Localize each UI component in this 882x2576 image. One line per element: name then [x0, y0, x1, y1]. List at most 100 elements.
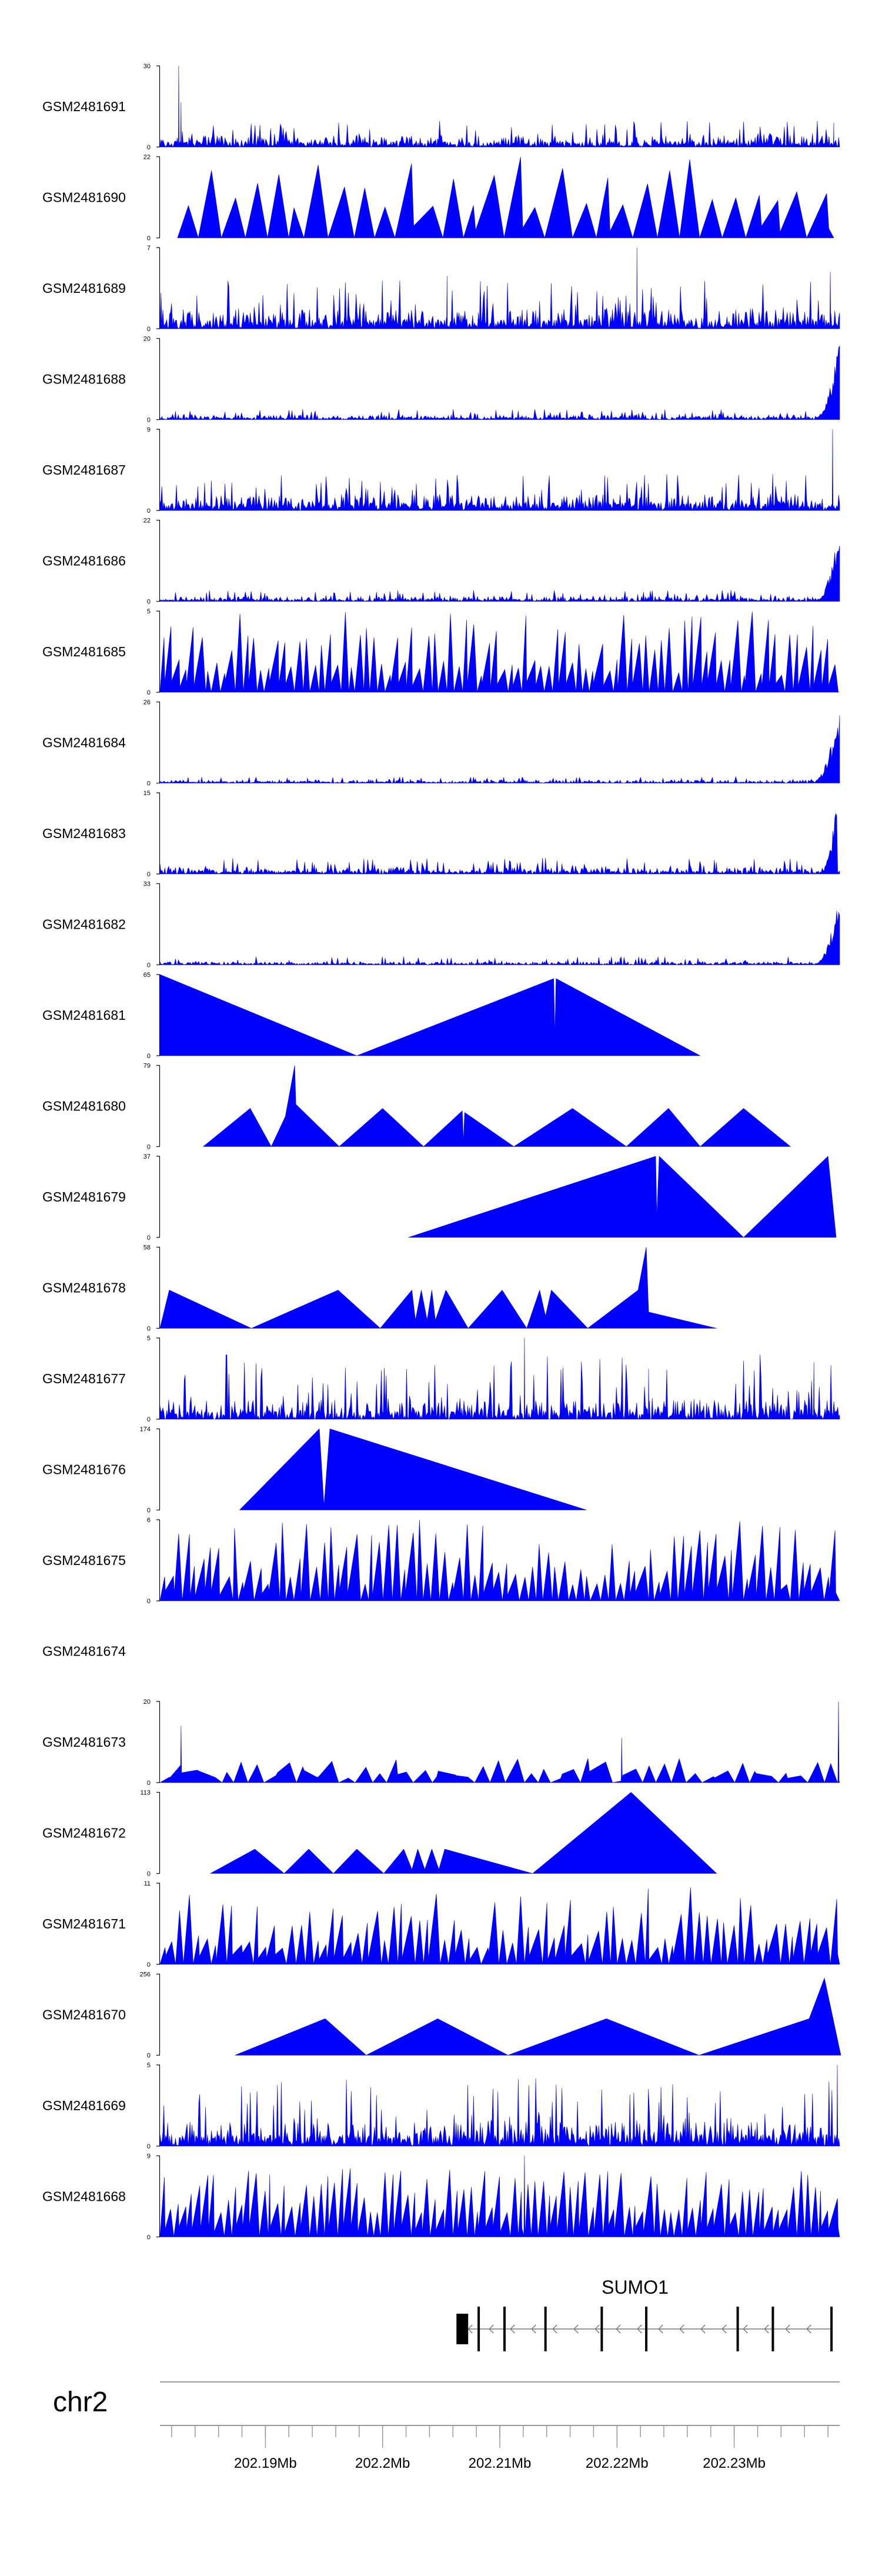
coverage-area [159, 611, 840, 693]
track-GSM2481676: GSM2481676 174 0 [42, 1426, 587, 1514]
track-label: GSM2481668 [42, 2189, 126, 2204]
track-label: GSM2481682 [42, 917, 126, 932]
y-min-label: 0 [147, 1961, 151, 1968]
y-max-label: 20 [143, 1699, 151, 1706]
gene-name-label: SUMO1 [602, 2277, 669, 2298]
y-max-label: 11 [144, 1880, 151, 1887]
track-label: GSM2481673 [42, 1734, 126, 1750]
track-label: GSM2481687 [42, 462, 126, 478]
track-label: GSM2481689 [42, 281, 126, 296]
exon [544, 2307, 547, 2351]
track-GSM2481689: GSM2481689 7 0 [42, 245, 840, 333]
track-GSM2481681: GSM2481681 65 0 [42, 972, 700, 1060]
track-GSM2481675: GSM2481675 6 0 [42, 1517, 840, 1605]
coverage-area [159, 2064, 840, 2147]
exon [645, 2307, 648, 2351]
y-max-label: 65 [143, 972, 151, 979]
track-GSM2481680: GSM2481680 79 0 [42, 1063, 791, 1151]
y-min-label: 0 [147, 1144, 151, 1151]
strand-arrow [637, 2324, 642, 2334]
y-min-label: 0 [147, 326, 151, 333]
y-min-label: 0 [147, 1871, 151, 1878]
y-min-label: 0 [147, 689, 151, 696]
strand-arrow [467, 2324, 473, 2334]
track-GSM2481683: GSM2481683 15 0 [42, 790, 840, 878]
track-GSM2481668: GSM2481668 9 0 [42, 2153, 840, 2241]
y-min-label: 0 [147, 962, 151, 969]
track-label: GSM2481670 [42, 2007, 126, 2023]
y-max-label: 7 [147, 245, 151, 252]
coverage-area [159, 974, 700, 1056]
genome-axis: chr2 202.19Mb 202.2Mb 202.21Mb 202.22Mb 202.… [53, 2381, 840, 2471]
track-label: GSM2481677 [42, 1371, 126, 1386]
track-label: GSM2481684 [42, 735, 126, 750]
coverage-area [159, 1701, 840, 1784]
track-GSM2481674: GSM2481674 [42, 1644, 126, 1659]
y-max-label: 22 [143, 518, 151, 525]
coverage-area [159, 1887, 840, 1965]
chromosome-label: chr2 [53, 2387, 108, 2418]
track-label: GSM2481672 [42, 1826, 126, 1841]
y-max-label: 6 [147, 1517, 151, 1524]
strand-arrow [616, 2324, 621, 2334]
track-label: GSM2481669 [42, 2098, 126, 2113]
y-max-label: 5 [147, 608, 151, 615]
y-min-label: 0 [147, 780, 151, 788]
y-max-label: 33 [143, 881, 151, 888]
track-label: GSM2481676 [42, 1462, 126, 1477]
y-min-label: 0 [147, 1053, 151, 1060]
coverage-area [159, 1337, 840, 1420]
strand-arrow [679, 2324, 684, 2334]
exon [736, 2307, 739, 2351]
y-min-label: 0 [147, 235, 151, 242]
y-min-label: 0 [147, 508, 151, 515]
coverage-area [210, 1792, 717, 1874]
track-GSM2481677: GSM2481677 5 0 [42, 1335, 840, 1423]
y-max-label: 5 [147, 1335, 151, 1342]
coverage-area [159, 910, 840, 966]
y-max-label: 15 [143, 790, 151, 797]
coverage-area [239, 1428, 587, 1510]
y-min-label: 0 [147, 1507, 151, 1514]
strand-arrow [785, 2324, 790, 2334]
strand-arrow [531, 2324, 536, 2334]
y-min-label: 0 [147, 2143, 151, 2150]
strand-arrow [573, 2324, 579, 2334]
y-min-label: 0 [147, 1416, 151, 1423]
y-max-label: 20 [143, 336, 151, 343]
track-label: GSM2481679 [42, 1189, 126, 1204]
strand-arrow [552, 2324, 557, 2334]
y-min-label: 0 [147, 1234, 151, 1242]
track-GSM2481682: GSM2481682 33 0 [42, 881, 840, 969]
coverage-area [159, 1247, 717, 1329]
x-tick-label: 202.21Mb [469, 2455, 532, 2471]
strand-arrow [743, 2324, 748, 2334]
track-GSM2481673: GSM2481673 20 0 [42, 1699, 840, 1787]
y-min-label: 0 [147, 417, 151, 424]
exon [456, 2314, 469, 2344]
strand-arrow [764, 2324, 769, 2334]
exon [477, 2307, 480, 2351]
track-GSM2481686: GSM2481686 22 0 [42, 518, 840, 606]
y-min-label: 0 [147, 1326, 151, 1333]
y-min-label: 0 [147, 599, 151, 606]
track-label: GSM2481685 [42, 644, 126, 659]
coverage-area [159, 2155, 840, 2237]
coverage-area [408, 1156, 837, 1238]
y-max-label: 37 [143, 1153, 151, 1160]
track-label: GSM2481690 [42, 190, 126, 205]
track-GSM2481670: GSM2481670 256 0 [42, 1971, 841, 2060]
strand-arrow [594, 2324, 600, 2334]
y-min-label: 0 [147, 144, 151, 151]
y-min-label: 0 [147, 871, 151, 878]
y-min-label: 0 [147, 2053, 151, 2060]
track-label: GSM2481680 [42, 1099, 126, 1114]
coverage-area [159, 545, 840, 602]
exon [830, 2307, 833, 2351]
coverage-area [202, 1065, 791, 1147]
y-min-label: 0 [147, 1598, 151, 1605]
strand-arrow [700, 2324, 706, 2334]
track-label: GSM2481681 [42, 1007, 126, 1023]
y-max-label: 9 [147, 426, 151, 433]
y-max-label: 256 [140, 1971, 151, 1978]
